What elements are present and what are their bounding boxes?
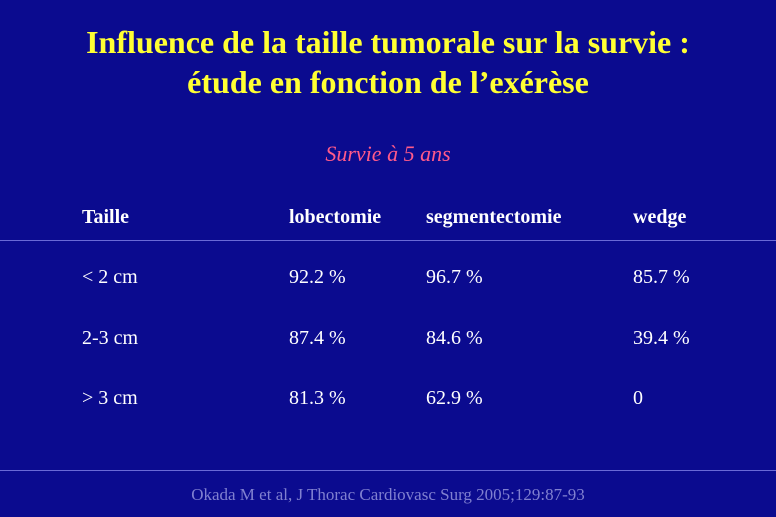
citation: Okada M et al, J Thorac Cardiovasc Surg … [191,485,585,504]
table-caption: Survie à 5 ans [325,141,451,166]
table-cell-segmentectomie: 84.6 % [426,327,483,349]
table-cell-lobectomie: 81.3 % [289,387,346,409]
table-cell-size: < 2 cm [82,266,138,288]
slide-title: Influence de la taille tumorale sur la s… [0,22,776,102]
table-cell-size: 2-3 cm [82,327,139,349]
header-wedge: wedge [633,206,687,228]
table-cell-lobectomie: 92.2 % [289,266,346,288]
header-divider [0,240,776,241]
table-cell-wedge: 39.4 % [633,327,690,349]
table-cell-size: > 3 cm [82,387,138,409]
table-bottom-divider [0,470,776,471]
table-cell-wedge: 85.7 % [633,266,690,288]
header-lobectomie: lobectomie [289,206,382,228]
table-cell-segmentectomie: 62.9 % [426,387,483,409]
slide-title-line-2: étude en fonction de l’exérèse [187,64,589,100]
table-cell-wedge: 0 [633,387,643,409]
header-segmentectomie: segmentectomie [426,206,562,228]
table-cell-lobectomie: 87.4 % [289,327,346,349]
table-cell-segmentectomie: 96.7 % [426,266,483,288]
slide-title-line-1: Influence de la taille tumorale sur la s… [86,24,690,60]
header-taille: Taille [82,206,130,228]
